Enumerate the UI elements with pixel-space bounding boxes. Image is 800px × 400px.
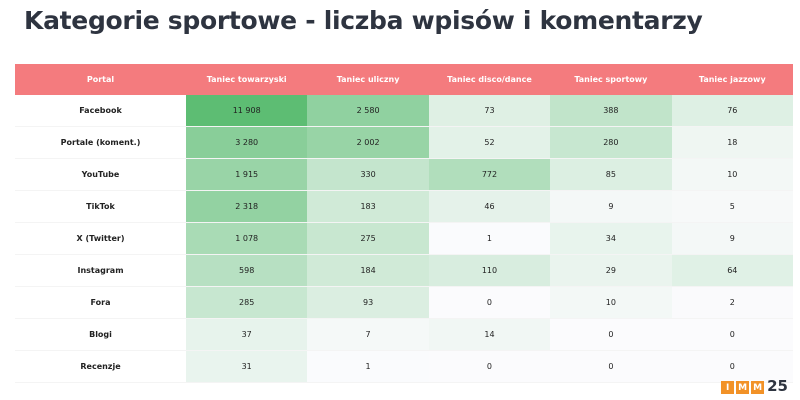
heatmap-cell: 37 (186, 318, 308, 351)
table-header-row: Portal Taniec towarzyski Taniec uliczny Ta… (15, 64, 793, 95)
heatmap-cell: 1 915 (186, 158, 308, 191)
table-body: Facebook 11 908 2 580 73 388 76 Portale (komen… (15, 95, 793, 383)
heatmap-cell: 9 (671, 222, 793, 255)
table-row: Facebook 11 908 2 580 73 388 76 (15, 95, 793, 127)
heatmap-cell: 388 (550, 95, 672, 127)
heatmap-cell: 0 (671, 350, 793, 383)
row-label: Instagram (15, 254, 186, 287)
page-title: Kategorie sportowe - liczba wpisów i kom… (24, 6, 703, 35)
table-row: Portale (koment.) 3 280 2 002 52 280 18 (15, 126, 793, 159)
logo-letter: M (736, 381, 750, 394)
column-header: Taniec jazzowy (698, 75, 766, 84)
heatmap-cell: 5 (671, 190, 793, 223)
heatmap-cell: 18 (671, 126, 793, 159)
heatmap-cell: 10 (550, 286, 672, 319)
heatmap-cell: 93 (307, 286, 429, 319)
column-header: Taniec towarzyski (206, 75, 287, 84)
heatmap-cell: 31 (186, 350, 308, 383)
heatmap-cell: 46 (428, 190, 551, 223)
column-header-portal: Portal (86, 75, 115, 84)
heatmap-cell: 110 (428, 254, 551, 287)
row-label: Fora (15, 286, 186, 319)
table-row: YouTube 1 915 330 772 85 10 (15, 158, 793, 191)
heatmap-cell: 64 (671, 254, 793, 287)
heatmap-cell: 2 580 (307, 95, 429, 127)
table-row: Recenzje 31 1 0 0 0 (15, 350, 793, 383)
row-label: Portale (koment.) (15, 126, 186, 159)
heatmap-cell: 285 (186, 286, 308, 319)
table-row: TikTok 2 318 183 46 9 5 (15, 190, 793, 223)
row-label: Recenzje (15, 350, 186, 383)
heatmap-cell: 1 (428, 222, 551, 255)
logo-letter: I (721, 381, 735, 394)
heatmap-cell: 1 (307, 350, 429, 383)
heatmap-cell: 10 (671, 158, 793, 191)
heatmap-cell: 52 (428, 126, 551, 159)
heatmap-cell: 275 (307, 222, 429, 255)
row-label: Facebook (15, 95, 186, 127)
heatmap-cell: 14 (428, 318, 551, 351)
logo-letter: M (751, 381, 765, 394)
column-header: Taniec sportowy (574, 75, 648, 84)
column-header: Taniec uliczny (336, 75, 400, 84)
heatmap-cell: 76 (671, 95, 793, 127)
heatmap-table: Portal Taniec towarzyski Taniec uliczny Ta… (15, 64, 793, 383)
heatmap-cell: 0 (671, 318, 793, 351)
heatmap-cell: 2 318 (186, 190, 308, 223)
heatmap-cell: 34 (550, 222, 672, 255)
heatmap-cell: 3 280 (186, 126, 308, 159)
heatmap-cell: 772 (428, 158, 551, 191)
heatmap-cell: 73 (428, 95, 551, 127)
table-row: X (Twitter) 1 078 275 1 34 9 (15, 222, 793, 255)
heatmap-cell: 9 (550, 190, 672, 223)
heatmap-cell: 0 (550, 318, 672, 351)
table-row: Instagram 598 184 110 29 64 (15, 254, 793, 287)
heatmap-cell: 2 002 (307, 126, 429, 159)
heatmap-cell: 184 (307, 254, 429, 287)
heatmap-cell: 0 (428, 286, 551, 319)
table-row: Blogi 37 7 14 0 0 (15, 318, 793, 351)
row-label: TikTok (15, 190, 186, 223)
heatmap-cell: 29 (550, 254, 672, 287)
row-label: YouTube (15, 158, 186, 191)
heatmap-cell: 0 (428, 350, 551, 383)
logo-number: 25 (767, 377, 788, 395)
heatmap-cell: 11 908 (186, 95, 308, 127)
heatmap-cell: 330 (307, 158, 429, 191)
heatmap-cell: 7 (307, 318, 429, 351)
column-header: Taniec disco/dance (447, 75, 532, 84)
heatmap-cell: 183 (307, 190, 429, 223)
row-label: X (Twitter) (15, 222, 186, 255)
heatmap-cell: 598 (186, 254, 308, 287)
table-row: Fora 285 93 0 10 2 (15, 286, 793, 319)
imm-logo: I M M 25 (721, 379, 788, 394)
heatmap-cell: 280 (550, 126, 672, 159)
heatmap-cell: 2 (671, 286, 793, 319)
heatmap-cell: 1 078 (186, 222, 308, 255)
row-label: Blogi (15, 318, 186, 351)
heatmap-cell: 0 (550, 350, 672, 383)
heatmap-cell: 85 (550, 158, 672, 191)
